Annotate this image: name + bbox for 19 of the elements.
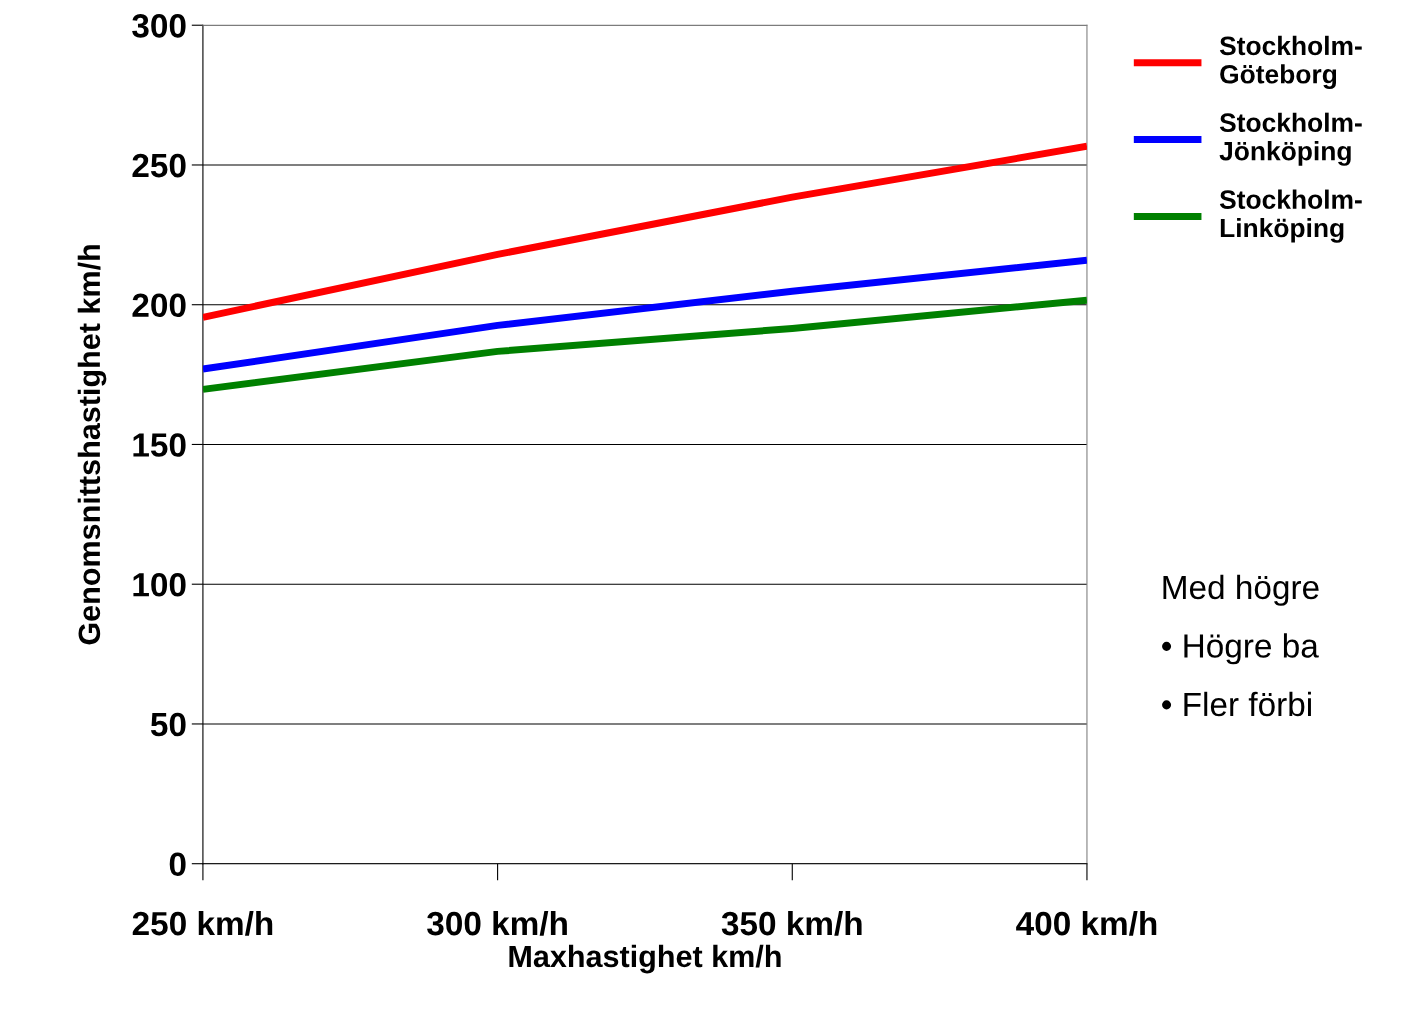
y-tick-label: 0 <box>169 852 186 877</box>
y-tick-label: 250 <box>132 153 186 178</box>
y-tick-label: 50 <box>150 712 186 737</box>
text: • Högre ba <box>1162 633 1319 665</box>
y-axis-title: Genomsnittshastighet km/h <box>77 245 107 645</box>
x-tick-label: 300 km/h <box>427 910 567 936</box>
y-tick-label: 200 <box>132 293 186 318</box>
legend-label: Stockholm- Linköping <box>1219 189 1362 243</box>
y-tick-label: 300 <box>132 14 186 38</box>
y-tick-label: 100 <box>133 573 186 597</box>
text: Med högre <box>1163 574 1319 606</box>
y-tick-label: 150 <box>133 433 186 457</box>
legend-label: Stockholm- Jönköping <box>1219 112 1362 166</box>
x-tick-label: 350 km/h <box>721 910 862 936</box>
x-tick-label: 250 km/h <box>132 910 273 936</box>
legend-label: Stockholm- Göteborg <box>1219 35 1362 89</box>
x-axis-title: Maxhastighet km/h <box>509 944 781 974</box>
text: • Fler förbi <box>1162 691 1311 717</box>
x-tick-label: 400 km/h <box>1016 910 1157 936</box>
